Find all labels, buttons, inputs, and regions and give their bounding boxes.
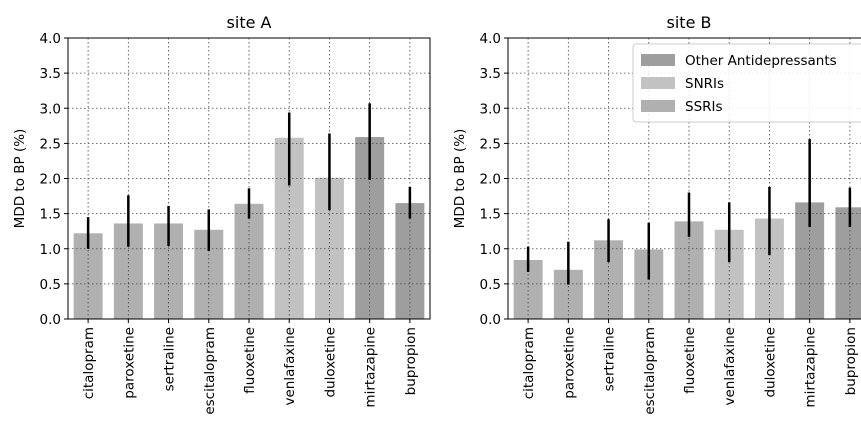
chart-title: site B <box>667 13 712 32</box>
y-tick-label: 4.0 <box>40 31 61 47</box>
y-tick-label: 4.0 <box>480 31 501 47</box>
x-tick-label-duloxetine: duloxetine <box>762 327 778 398</box>
legend-box <box>632 43 861 123</box>
y-tick-label: 1.0 <box>480 242 501 258</box>
y-tick-label: 1.5 <box>40 207 61 223</box>
legend-swatch <box>641 54 675 66</box>
x-tick-label-mirtazapine: mirtazapine <box>363 327 379 408</box>
y-tick-label: 2.0 <box>40 172 61 188</box>
y-tick-label: 0.5 <box>40 277 61 293</box>
y-tick-label: 2.5 <box>40 136 61 152</box>
x-tick-label-bupropion: bupropion <box>403 327 419 395</box>
y-tick-label: 3.5 <box>40 66 61 82</box>
y-tick-label: 2.5 <box>480 136 501 152</box>
x-tick-label-sertraline: sertraline <box>602 327 618 391</box>
subplot-site-b: 0.0 0.5 1.0 1.5 2.0 2.5 3.0 3.5 4.0 citalopram par… <box>452 13 861 415</box>
y-axis-label: MDD to BP (%) <box>12 129 28 229</box>
y-tick-label: 0.5 <box>480 277 501 293</box>
y-tick-label: 1.5 <box>480 207 501 223</box>
x-tick-label-escitalopram: escitalopram <box>202 327 218 415</box>
x-tick-label-citalopram: citalopram <box>521 327 537 399</box>
legend-label: SNRIs <box>685 76 724 92</box>
bar-bupropion <box>835 207 861 319</box>
x-tick-label-fluoxetine: fluoxetine <box>242 327 258 394</box>
x-tick-label-mirtazapine: mirtazapine <box>803 327 819 408</box>
legend: Other Antidepressants SNRIs SSRIs <box>632 43 861 123</box>
x-tick-label-duloxetine: duloxetine <box>322 327 338 398</box>
subplot-site-a: 0.0 0.5 1.0 1.5 2.0 2.5 3.0 3.5 4.0 citalopram par… <box>12 13 431 415</box>
legend-label: SSRIs <box>685 99 723 115</box>
x-tick-label-venlafaxine: venlafaxine <box>282 327 298 406</box>
x-tick-label-escitalopram: escitalopram <box>642 327 658 415</box>
y-tick-label: 0.0 <box>480 312 501 328</box>
y-tick-label: 3.5 <box>480 66 501 82</box>
y-tick-label: 0.0 <box>40 312 61 328</box>
legend-swatch <box>641 100 675 112</box>
x-tick-label-paroxetine: paroxetine <box>561 327 577 399</box>
x-tick-label-venlafaxine: venlafaxine <box>722 327 738 406</box>
y-tick-label: 2.0 <box>480 172 501 188</box>
legend-label: Other Antidepressants <box>685 53 837 69</box>
x-tick-label-fluoxetine: fluoxetine <box>682 327 698 394</box>
y-tick-label: 3.0 <box>40 101 61 117</box>
x-tick-label-bupropion: bupropion <box>843 327 859 395</box>
bar-bupropion <box>395 203 425 319</box>
legend-swatch <box>641 77 675 89</box>
bar-fluoxetine <box>234 203 264 319</box>
y-axis-label: MDD to BP (%) <box>452 129 468 229</box>
x-tick-label-sertraline: sertraline <box>162 327 178 391</box>
y-tick-label: 3.0 <box>480 101 501 117</box>
y-tick-label: 1.0 <box>40 242 61 258</box>
chart-title: site A <box>227 13 272 32</box>
x-tick-label-paroxetine: paroxetine <box>121 327 137 399</box>
x-tick-label-citalopram: citalopram <box>81 327 97 399</box>
